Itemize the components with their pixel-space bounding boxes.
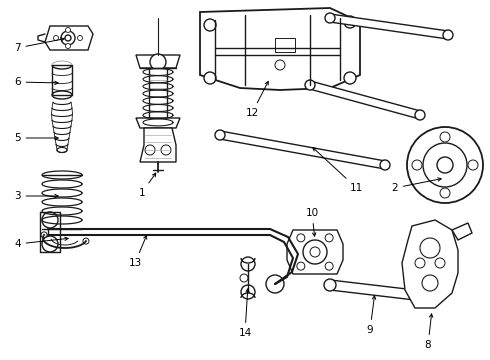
- Polygon shape: [329, 280, 416, 300]
- Circle shape: [440, 188, 450, 198]
- Circle shape: [145, 145, 155, 155]
- Polygon shape: [452, 223, 472, 240]
- Polygon shape: [329, 14, 448, 39]
- Circle shape: [53, 36, 58, 40]
- Text: 4: 4: [14, 237, 68, 249]
- Text: 14: 14: [238, 289, 252, 338]
- Circle shape: [303, 240, 327, 264]
- Circle shape: [297, 234, 305, 242]
- Circle shape: [344, 16, 356, 28]
- Circle shape: [325, 13, 335, 23]
- Circle shape: [407, 127, 483, 203]
- Circle shape: [204, 19, 216, 31]
- Circle shape: [161, 145, 171, 155]
- Text: 3: 3: [14, 191, 58, 201]
- Circle shape: [297, 262, 305, 270]
- Circle shape: [266, 275, 284, 293]
- Text: 7: 7: [14, 38, 64, 53]
- Polygon shape: [309, 81, 421, 119]
- Circle shape: [77, 36, 82, 40]
- Circle shape: [412, 160, 422, 170]
- Circle shape: [468, 160, 478, 170]
- Text: 1: 1: [138, 173, 156, 198]
- Circle shape: [241, 257, 255, 271]
- Circle shape: [66, 44, 71, 49]
- Polygon shape: [200, 8, 360, 90]
- Text: 12: 12: [245, 81, 268, 118]
- Circle shape: [415, 258, 425, 268]
- Circle shape: [440, 132, 450, 142]
- Circle shape: [415, 110, 425, 120]
- Circle shape: [204, 72, 216, 84]
- Circle shape: [215, 130, 225, 140]
- Text: 13: 13: [128, 235, 147, 268]
- Circle shape: [41, 232, 47, 238]
- Text: 2: 2: [392, 178, 441, 193]
- Circle shape: [42, 212, 58, 228]
- Circle shape: [240, 274, 248, 282]
- Circle shape: [150, 54, 166, 70]
- Circle shape: [344, 72, 356, 84]
- Circle shape: [420, 238, 440, 258]
- Polygon shape: [402, 220, 458, 308]
- Circle shape: [380, 160, 390, 170]
- Polygon shape: [52, 65, 72, 95]
- Circle shape: [61, 31, 75, 45]
- Circle shape: [423, 143, 467, 187]
- Circle shape: [241, 285, 255, 299]
- Polygon shape: [220, 131, 386, 169]
- Polygon shape: [136, 118, 180, 128]
- Circle shape: [275, 60, 285, 70]
- Text: 8: 8: [425, 314, 433, 350]
- Text: 6: 6: [14, 77, 58, 87]
- Polygon shape: [149, 68, 167, 118]
- Circle shape: [66, 27, 71, 32]
- Circle shape: [409, 289, 421, 301]
- Text: 10: 10: [305, 208, 318, 236]
- Text: 5: 5: [14, 133, 58, 143]
- Circle shape: [437, 157, 453, 173]
- Polygon shape: [45, 26, 93, 50]
- Text: 9: 9: [367, 296, 376, 335]
- Text: 11: 11: [313, 148, 363, 193]
- Polygon shape: [287, 230, 343, 274]
- Circle shape: [42, 236, 58, 252]
- Circle shape: [305, 80, 315, 90]
- Circle shape: [324, 279, 336, 291]
- Circle shape: [65, 35, 71, 41]
- Circle shape: [83, 238, 89, 244]
- Circle shape: [435, 258, 445, 268]
- Circle shape: [422, 275, 438, 291]
- Circle shape: [325, 234, 333, 242]
- Polygon shape: [136, 55, 180, 68]
- Circle shape: [310, 247, 320, 257]
- Circle shape: [443, 30, 453, 40]
- Circle shape: [325, 262, 333, 270]
- Polygon shape: [140, 128, 176, 162]
